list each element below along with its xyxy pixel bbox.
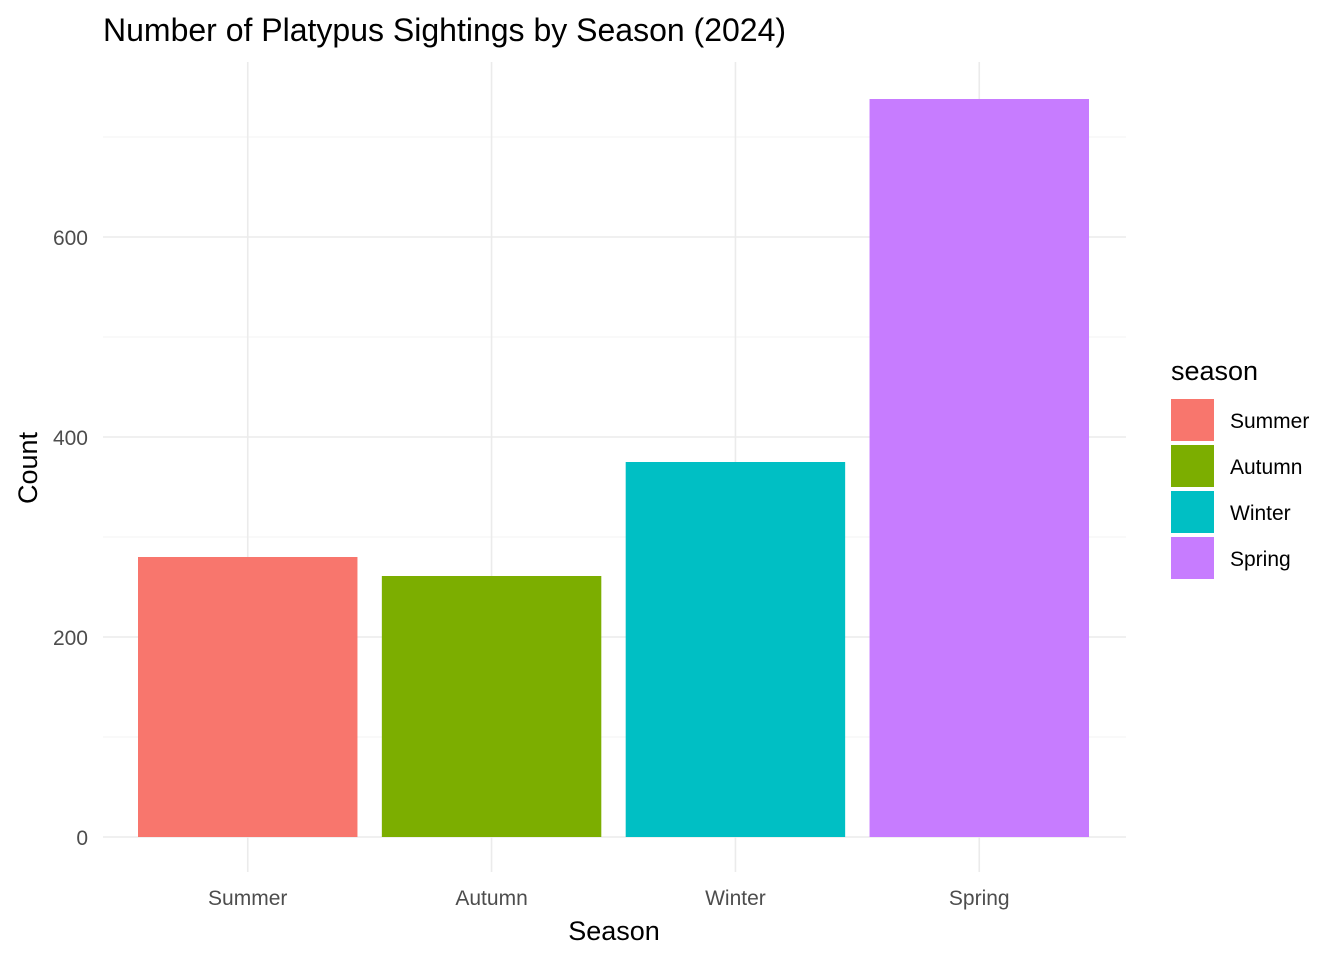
x-tick-label: Summer xyxy=(208,887,287,910)
y-tick-label: 600 xyxy=(53,227,88,250)
y-axis-title: Count xyxy=(13,431,43,504)
legend-title: season xyxy=(1171,356,1258,386)
y-tick-label: 200 xyxy=(53,627,88,650)
x-axis-ticks: Summer Autumn Winter Spring xyxy=(208,887,1010,910)
legend-swatch-winter xyxy=(1171,491,1214,533)
bars xyxy=(138,99,1089,837)
x-tick-label: Autumn xyxy=(455,887,527,910)
legend: season Summer Autumn Winter Spring xyxy=(1171,356,1309,579)
legend-label-summer: Summer xyxy=(1230,410,1309,433)
bar-autumn xyxy=(381,576,602,837)
bar-summer xyxy=(138,557,358,837)
bar-spring xyxy=(869,99,1089,837)
legend-label-spring: Spring xyxy=(1230,548,1291,571)
y-tick-label: 400 xyxy=(53,427,88,450)
x-tick-label: Winter xyxy=(705,887,766,910)
legend-swatch-autumn xyxy=(1171,445,1214,487)
bar-winter xyxy=(625,462,846,837)
x-tick-label: Spring xyxy=(949,887,1010,910)
legend-label-winter: Winter xyxy=(1230,502,1291,525)
chart-title: Number of Platypus Sightings by Season (… xyxy=(103,12,786,48)
legend-label-autumn: Autumn xyxy=(1230,456,1302,479)
y-tick-label: 0 xyxy=(76,827,88,850)
x-axis-title: Season xyxy=(568,916,660,946)
legend-swatch-spring xyxy=(1171,537,1214,579)
y-axis-ticks: 0 200 400 600 xyxy=(53,227,88,850)
legend-swatch-summer xyxy=(1171,399,1214,441)
